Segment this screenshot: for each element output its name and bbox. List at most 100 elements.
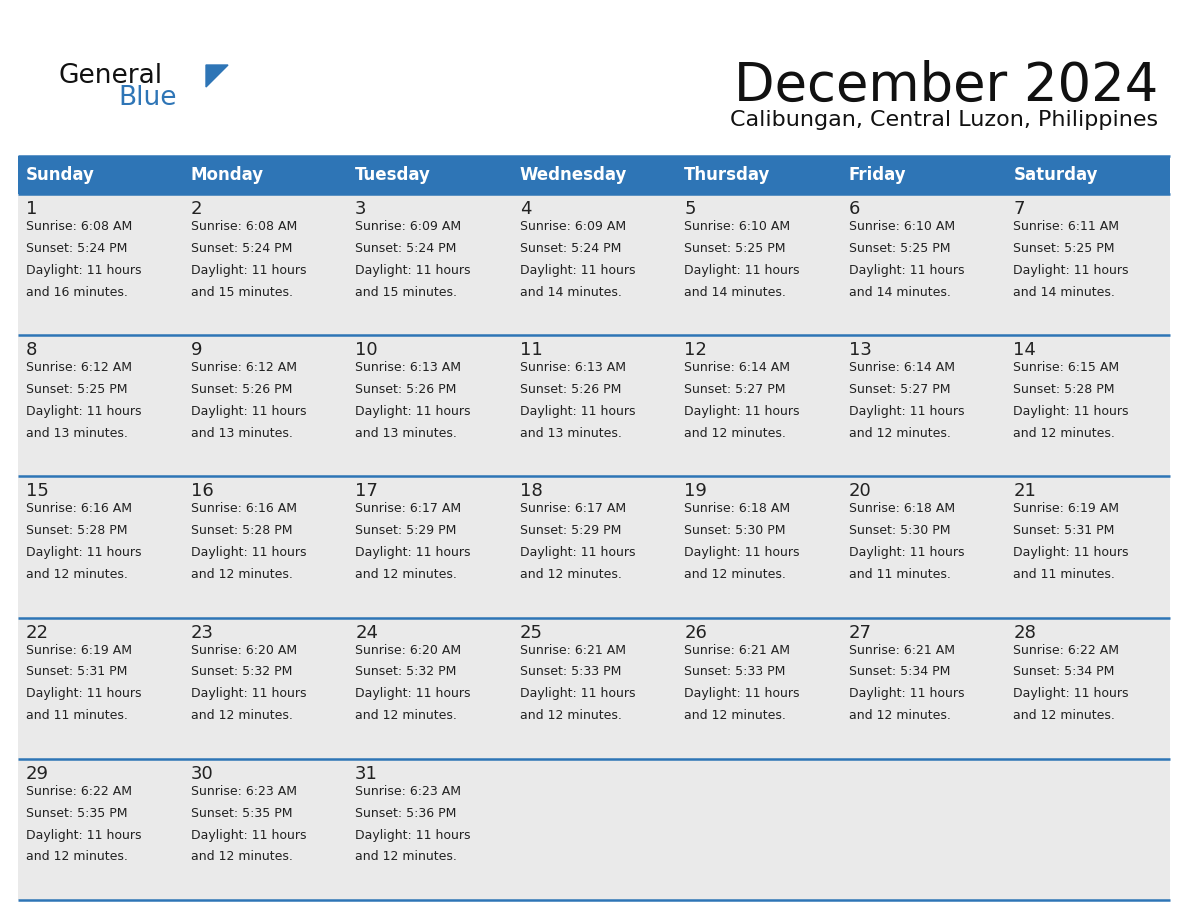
Text: 20: 20 <box>849 482 872 500</box>
Bar <box>18 618 183 759</box>
Text: Sunset: 5:29 PM: Sunset: 5:29 PM <box>519 524 621 537</box>
Text: Sunrise: 6:10 AM: Sunrise: 6:10 AM <box>684 220 790 233</box>
Bar <box>183 759 347 900</box>
Text: and 12 minutes.: and 12 minutes. <box>1013 710 1116 722</box>
Text: Daylight: 11 hours: Daylight: 11 hours <box>1013 546 1129 559</box>
Text: 28: 28 <box>1013 623 1036 642</box>
Text: Sunset: 5:35 PM: Sunset: 5:35 PM <box>26 807 127 820</box>
Bar <box>1005 156 1170 194</box>
Bar <box>512 618 676 759</box>
Bar <box>676 156 841 194</box>
Bar <box>18 476 183 618</box>
Text: 16: 16 <box>190 482 214 500</box>
Text: Sunset: 5:29 PM: Sunset: 5:29 PM <box>355 524 456 537</box>
Text: Sunrise: 6:09 AM: Sunrise: 6:09 AM <box>519 220 626 233</box>
Bar <box>841 156 1005 194</box>
Text: Thursday: Thursday <box>684 166 771 184</box>
Text: Sunset: 5:28 PM: Sunset: 5:28 PM <box>190 524 292 537</box>
Text: Friday: Friday <box>849 166 906 184</box>
Text: Daylight: 11 hours: Daylight: 11 hours <box>190 263 307 276</box>
Text: 22: 22 <box>26 623 49 642</box>
Text: Sunrise: 6:22 AM: Sunrise: 6:22 AM <box>1013 644 1119 656</box>
Polygon shape <box>206 65 228 87</box>
Bar <box>18 759 183 900</box>
Text: Daylight: 11 hours: Daylight: 11 hours <box>1013 405 1129 418</box>
Text: Wednesday: Wednesday <box>519 166 627 184</box>
Text: and 14 minutes.: and 14 minutes. <box>519 285 621 298</box>
Text: 12: 12 <box>684 341 707 359</box>
Text: Daylight: 11 hours: Daylight: 11 hours <box>1013 688 1129 700</box>
Text: Sunrise: 6:13 AM: Sunrise: 6:13 AM <box>519 361 626 375</box>
Text: Saturday: Saturday <box>1013 166 1098 184</box>
Text: Daylight: 11 hours: Daylight: 11 hours <box>849 405 965 418</box>
Bar <box>841 759 1005 900</box>
Text: Monday: Monday <box>190 166 264 184</box>
Text: 26: 26 <box>684 623 707 642</box>
Text: and 12 minutes.: and 12 minutes. <box>190 850 292 864</box>
Text: 1: 1 <box>26 200 37 218</box>
Text: Sunrise: 6:14 AM: Sunrise: 6:14 AM <box>684 361 790 375</box>
Text: Sunset: 5:32 PM: Sunset: 5:32 PM <box>190 666 292 678</box>
Text: Calibungan, Central Luzon, Philippines: Calibungan, Central Luzon, Philippines <box>729 110 1158 130</box>
Text: Sunrise: 6:17 AM: Sunrise: 6:17 AM <box>519 502 626 515</box>
Text: Daylight: 11 hours: Daylight: 11 hours <box>26 688 141 700</box>
Text: Sunrise: 6:18 AM: Sunrise: 6:18 AM <box>849 502 955 515</box>
Text: December 2024: December 2024 <box>734 60 1158 112</box>
Text: Daylight: 11 hours: Daylight: 11 hours <box>519 546 636 559</box>
Text: Daylight: 11 hours: Daylight: 11 hours <box>519 405 636 418</box>
Text: and 14 minutes.: and 14 minutes. <box>684 285 786 298</box>
Bar <box>512 335 676 476</box>
Text: Daylight: 11 hours: Daylight: 11 hours <box>355 546 470 559</box>
Text: Sunrise: 6:16 AM: Sunrise: 6:16 AM <box>26 502 132 515</box>
Text: Daylight: 11 hours: Daylight: 11 hours <box>355 688 470 700</box>
Text: 9: 9 <box>190 341 202 359</box>
Text: and 12 minutes.: and 12 minutes. <box>26 568 128 581</box>
Text: Sunset: 5:26 PM: Sunset: 5:26 PM <box>519 383 621 396</box>
Text: Sunrise: 6:12 AM: Sunrise: 6:12 AM <box>26 361 132 375</box>
Bar <box>347 759 512 900</box>
Text: Sunrise: 6:09 AM: Sunrise: 6:09 AM <box>355 220 461 233</box>
Text: and 11 minutes.: and 11 minutes. <box>1013 568 1116 581</box>
Text: and 12 minutes.: and 12 minutes. <box>684 427 786 440</box>
Text: Daylight: 11 hours: Daylight: 11 hours <box>190 546 307 559</box>
Text: Daylight: 11 hours: Daylight: 11 hours <box>26 546 141 559</box>
Text: and 12 minutes.: and 12 minutes. <box>684 710 786 722</box>
Text: Daylight: 11 hours: Daylight: 11 hours <box>190 688 307 700</box>
Bar <box>512 759 676 900</box>
Text: and 12 minutes.: and 12 minutes. <box>26 850 128 864</box>
Text: Sunset: 5:24 PM: Sunset: 5:24 PM <box>190 241 292 255</box>
Bar <box>347 476 512 618</box>
Bar <box>1005 194 1170 335</box>
Bar <box>18 194 183 335</box>
Text: Daylight: 11 hours: Daylight: 11 hours <box>355 263 470 276</box>
Text: Sunday: Sunday <box>26 166 95 184</box>
Text: Sunrise: 6:14 AM: Sunrise: 6:14 AM <box>849 361 955 375</box>
Text: Sunrise: 6:20 AM: Sunrise: 6:20 AM <box>190 644 297 656</box>
Text: 17: 17 <box>355 482 378 500</box>
Text: Daylight: 11 hours: Daylight: 11 hours <box>849 546 965 559</box>
Text: Sunrise: 6:22 AM: Sunrise: 6:22 AM <box>26 785 132 798</box>
Text: Sunset: 5:25 PM: Sunset: 5:25 PM <box>1013 241 1114 255</box>
Text: Sunrise: 6:12 AM: Sunrise: 6:12 AM <box>190 361 297 375</box>
Bar <box>1005 759 1170 900</box>
Text: and 12 minutes.: and 12 minutes. <box>1013 427 1116 440</box>
Text: and 12 minutes.: and 12 minutes. <box>355 568 457 581</box>
Bar <box>347 618 512 759</box>
Text: and 12 minutes.: and 12 minutes. <box>519 568 621 581</box>
Text: and 11 minutes.: and 11 minutes. <box>26 710 128 722</box>
Text: Sunset: 5:35 PM: Sunset: 5:35 PM <box>190 807 292 820</box>
Bar <box>841 618 1005 759</box>
Bar <box>1005 618 1170 759</box>
Text: Sunrise: 6:23 AM: Sunrise: 6:23 AM <box>355 785 461 798</box>
Text: and 13 minutes.: and 13 minutes. <box>190 427 292 440</box>
Text: Sunset: 5:27 PM: Sunset: 5:27 PM <box>849 383 950 396</box>
Text: Sunset: 5:33 PM: Sunset: 5:33 PM <box>519 666 621 678</box>
Text: Daylight: 11 hours: Daylight: 11 hours <box>684 263 800 276</box>
Text: Sunset: 5:25 PM: Sunset: 5:25 PM <box>849 241 950 255</box>
Text: Daylight: 11 hours: Daylight: 11 hours <box>684 688 800 700</box>
Text: and 12 minutes.: and 12 minutes. <box>519 710 621 722</box>
Text: Sunrise: 6:18 AM: Sunrise: 6:18 AM <box>684 502 790 515</box>
Text: Sunrise: 6:23 AM: Sunrise: 6:23 AM <box>190 785 297 798</box>
Text: Sunrise: 6:13 AM: Sunrise: 6:13 AM <box>355 361 461 375</box>
Text: Sunrise: 6:20 AM: Sunrise: 6:20 AM <box>355 644 461 656</box>
